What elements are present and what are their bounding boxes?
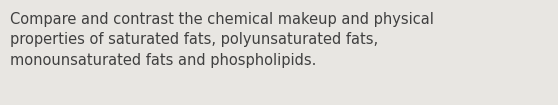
Text: Compare and contrast the chemical makeup and physical
properties of saturated fa: Compare and contrast the chemical makeup… <box>10 12 434 68</box>
